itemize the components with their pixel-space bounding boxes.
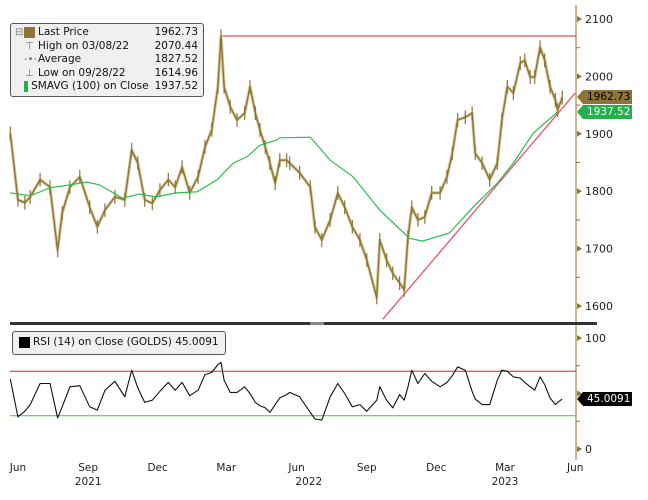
y-tick-marker	[577, 245, 582, 252]
legend-high[interactable]: ⊤ High on 03/08/22 2070.44	[25, 39, 198, 52]
legend-sma[interactable]: SMAVG (100) on Close 1937.52	[15, 80, 198, 94]
x-year-label: 2023	[492, 476, 519, 488]
high-marker-icon: ⊤	[25, 40, 34, 52]
rsi-swatch-icon	[19, 337, 30, 349]
panel-separator	[10, 322, 597, 325]
x-month-label: Mar	[495, 462, 515, 474]
y-tick-label: 1700	[585, 243, 613, 256]
collapse-icon[interactable]: ⊟	[15, 27, 24, 38]
x-month-label: Dec	[147, 462, 168, 474]
x-year-label: 2022	[295, 476, 322, 488]
legend-average[interactable]: -•- Average 1827.52	[24, 53, 198, 65]
rsi-tick-label: 100	[585, 332, 606, 345]
y-tick-marker	[577, 73, 582, 80]
y-tick-marker	[577, 303, 582, 309]
x-month-label: Jun	[287, 462, 304, 474]
low-marker-icon: ⊥	[25, 67, 34, 79]
rsi-tag: 45.0091	[576, 392, 633, 406]
panel-resize-handle[interactable]	[310, 322, 324, 325]
x-month-label: Sep	[357, 462, 377, 474]
y-tick-marker	[577, 188, 582, 195]
y-tick-label: 2100	[585, 13, 613, 26]
x-month-label: Mar	[216, 462, 236, 474]
y-tick-marker	[577, 16, 582, 22]
x-month-label: Jun	[566, 462, 583, 474]
sma-line	[10, 111, 558, 242]
rsi-line	[9, 361, 563, 421]
x-month-label: Jun	[9, 462, 26, 474]
price-legend: ⊟ Last Price 1962.73 ⊤ High on 03/08/22 2070…	[10, 23, 204, 97]
price-swatch-icon	[24, 27, 35, 39]
x-year-label: 2021	[75, 476, 102, 488]
rsi-tick-label: 0	[585, 443, 592, 456]
y-tick-label: 2000	[585, 70, 613, 83]
rsi-tick-marker	[577, 335, 582, 341]
legend-last-price[interactable]: ⊟ Last Price 1962.73	[15, 26, 198, 39]
x-month-label: Sep	[78, 462, 98, 474]
y-tick-marker	[577, 130, 582, 137]
last-price-tag: 1962.73	[576, 90, 633, 104]
trendline	[382, 92, 576, 320]
price-line	[9, 35, 563, 299]
average-marker-icon: -•-	[24, 54, 38, 65]
rsi-tick-marker	[577, 446, 582, 452]
x-month-label: Dec	[426, 462, 447, 474]
y-tick-label: 1900	[585, 128, 613, 141]
y-tick-label: 1600	[585, 300, 613, 313]
rsi-legend[interactable]: RSI (14) on Close (GOLDS) 45.0091	[12, 331, 226, 355]
legend-low[interactable]: ⊥ Low on 09/28/22 1614.96	[25, 66, 198, 79]
sma-swatch-icon	[24, 81, 29, 93]
sma-tag: 1937.52	[576, 105, 633, 119]
y-tick-label: 1800	[585, 185, 613, 198]
